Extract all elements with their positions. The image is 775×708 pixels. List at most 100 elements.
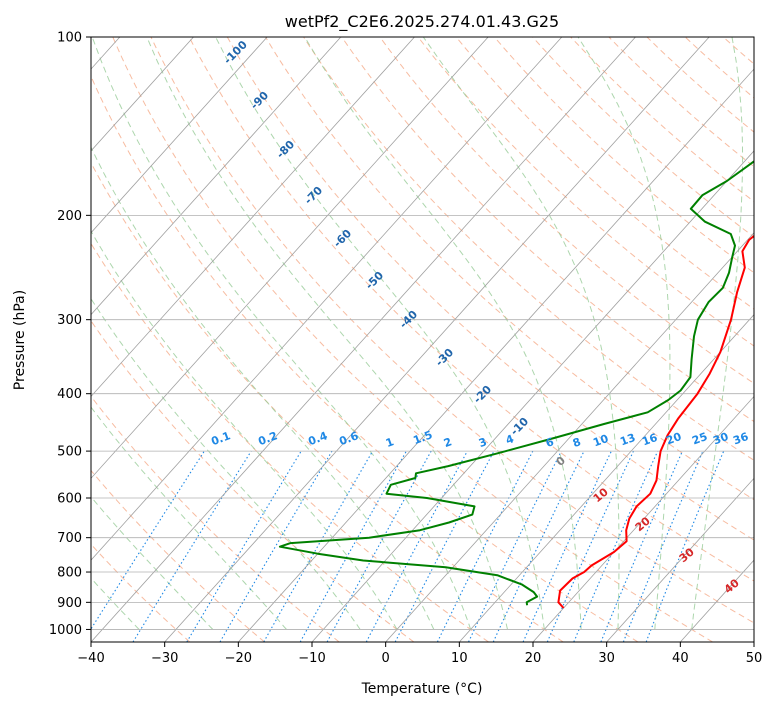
mixing-ratio-label: 2 — [442, 435, 454, 450]
dry-adiabat-line — [417, 37, 754, 347]
mixing-ratio-label: 4 — [504, 432, 516, 447]
mixing-ratio-label: 36 — [731, 430, 750, 448]
dewpoint-profile-line — [278, 160, 754, 606]
mixing-ratio-label: 16 — [640, 431, 659, 449]
dry-adiabat-line — [608, 37, 754, 168]
mixing-ratio-line — [91, 450, 205, 630]
mixing-ratio-label: 0.6 — [337, 429, 360, 448]
temperature-profile-line — [557, 234, 754, 609]
mixing-ratio-label: 20 — [664, 430, 683, 448]
isotherm-line — [385, 232, 754, 642]
mixing-ratio-line — [622, 450, 704, 642]
moist-adiabat-line — [422, 37, 620, 630]
mixing-ratio-label: 1 — [384, 435, 396, 450]
y-tick-label: 500 — [57, 445, 82, 460]
x-tick-label: 50 — [746, 651, 763, 666]
y-tick-label: 400 — [57, 387, 82, 402]
mixing-ratio-label: 0.1 — [209, 429, 232, 448]
mixing-ratio-label: 8 — [571, 435, 583, 450]
plot-frame — [90, 36, 755, 643]
isotherm-line — [311, 150, 754, 642]
x-axis-title: Temperature (°C) — [361, 681, 483, 697]
dry-adiabat-line — [494, 37, 754, 274]
y-tick-label: 600 — [57, 492, 82, 507]
x-tick-label: 0 — [382, 651, 390, 666]
dry-adiabat-line — [341, 37, 754, 423]
isotherm-line — [91, 37, 194, 152]
mixing-ratio-line — [645, 450, 725, 642]
isotherm-line — [532, 395, 754, 642]
x-tick-label: −40 — [77, 651, 104, 666]
mixing-ratio-line — [436, 450, 534, 642]
mixing-ratio-label: 25 — [690, 430, 709, 447]
mixing-ratio-label: 10 — [591, 432, 610, 450]
isotherm-line — [91, 37, 563, 561]
sounding-series — [278, 160, 754, 609]
dry-adiabat-line — [91, 395, 340, 642]
y-tick-label: 700 — [57, 531, 82, 546]
x-tick-label: 20 — [525, 651, 542, 666]
mixing-ratio-label: 0.2 — [256, 429, 279, 448]
moist-adiabat-line — [304, 37, 582, 630]
isotherm-line — [91, 37, 342, 316]
moist-adiabat-line — [91, 230, 398, 630]
dry-adiabat-line — [91, 320, 415, 642]
dry-adiabat-line — [91, 75, 639, 642]
plot-area: -100-90-80-70-60-50-40-30-20-100.1 0.2 0.4… — [91, 37, 754, 642]
mixing-ratio-line — [600, 450, 683, 642]
dry-adiabat-line — [112, 37, 713, 642]
moist-adiabat-line — [215, 37, 545, 630]
y-axis: 100 200 300 400 500 600 700 800 900 1000 — [49, 31, 91, 638]
isotherm-line — [91, 37, 268, 234]
dry-adiabats — [91, 37, 754, 642]
x-tick-label: −30 — [151, 651, 178, 666]
y-tick-label: 900 — [57, 596, 82, 611]
y-tick-label: 100 — [57, 31, 82, 46]
isotherms — [91, 37, 754, 642]
y-tick-label: 800 — [57, 566, 82, 581]
mixing-ratio-label: 13 — [618, 431, 637, 448]
isotherm-line — [164, 37, 710, 642]
dry-adiabat-line — [188, 37, 754, 582]
moist-adiabat-line — [146, 37, 508, 630]
isotherm-line — [91, 37, 636, 642]
mixing-ratio-label: 30 — [711, 430, 730, 448]
isotherm-line — [606, 477, 754, 642]
moist-adiabat-line — [91, 37, 472, 630]
x-tick-label: −10 — [298, 651, 325, 666]
isotherm-line — [459, 313, 754, 642]
x-tick-label: −20 — [225, 651, 252, 666]
y-tick-label: 1000 — [49, 623, 82, 638]
x-tick-label: 10 — [451, 651, 468, 666]
dry-adiabat-line — [91, 242, 489, 642]
dry-adiabat-line — [455, 37, 754, 310]
mixing-ratio-line — [326, 450, 432, 642]
x-tick-label: 40 — [672, 651, 689, 666]
mixing-ratio-line — [546, 450, 634, 642]
y-tick-label: 300 — [57, 313, 82, 328]
mixing-ratio-line — [299, 450, 407, 642]
y-axis-title: Pressure (hPa) — [12, 290, 28, 390]
x-tick-label: 30 — [598, 651, 615, 666]
dry-adiabat-line — [91, 161, 564, 642]
mixing-ratio-label: 1.5 — [411, 428, 434, 447]
mixing-ratio-label: 3 — [477, 435, 489, 450]
isotherm-line — [91, 37, 415, 398]
moist-adiabats — [91, 37, 744, 630]
mixing-ratio-line — [573, 450, 659, 642]
isotherm-line — [91, 37, 489, 479]
chart-title: wetPf2_C2E6.2025.274.01.43.G25 — [285, 12, 559, 32]
pressure-gridlines — [91, 37, 754, 630]
moist-adiabat-line — [91, 297, 361, 630]
moist-adiabat-line — [91, 146, 435, 630]
dry-adiabat-line — [265, 37, 754, 501]
mixing-ratio-label: 6 — [544, 435, 556, 450]
mixing-ratio-label: 0.4 — [306, 429, 329, 448]
moist-adiabat-line — [691, 37, 744, 630]
dry-adiabat-line — [379, 37, 754, 384]
y-tick-label: 200 — [57, 209, 82, 224]
dry-adiabat-line — [226, 37, 754, 541]
dry-adiabat-line — [150, 37, 754, 624]
moist-adiabat-line — [577, 37, 671, 630]
